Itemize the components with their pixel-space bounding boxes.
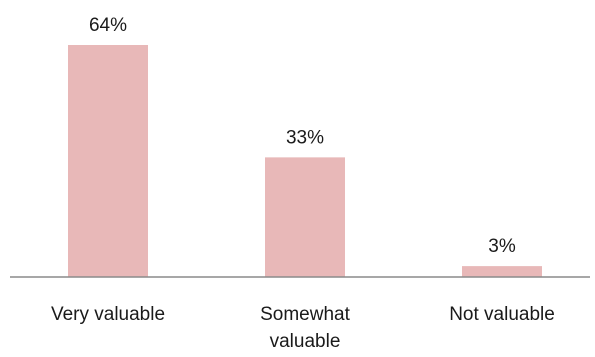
- value-label-0: 64%: [89, 15, 127, 36]
- category-labels-group: Very valuable Somewhat valuable Not valuabl…: [51, 304, 555, 352]
- category-label-1-line-1: valuable: [270, 331, 341, 352]
- value-labels-group: 64% 33% 3%: [89, 15, 516, 257]
- bar-2: [462, 266, 542, 277]
- bar-1: [265, 157, 345, 277]
- category-label-0: Very valuable: [51, 304, 165, 325]
- category-label-1-line-0: Somewhat: [260, 304, 350, 325]
- value-label-2: 3%: [488, 236, 516, 257]
- bars-group: [68, 45, 542, 277]
- category-label-2: Not valuable: [449, 304, 555, 325]
- value-label-1: 33%: [286, 127, 324, 148]
- bar-0: [68, 45, 148, 277]
